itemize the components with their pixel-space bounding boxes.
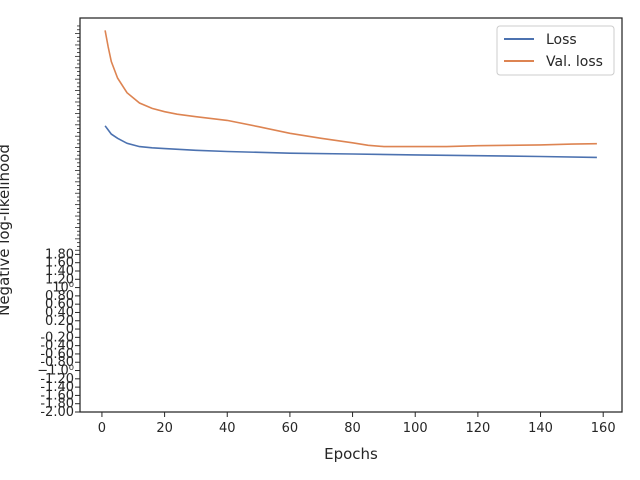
y-tick-label: -0.20 [40, 330, 74, 345]
x-tick-label: 100 [403, 421, 428, 436]
y-tick-label: 10⁰ [52, 281, 74, 296]
y-tick-label: 1.20 [45, 272, 74, 287]
x-axis-ticks: 0 20 40 60 80 100 120 140 160 [98, 412, 616, 436]
y-tick-label: 0.80 [45, 289, 74, 304]
legend-label-val-loss: Val. loss [546, 54, 603, 70]
series-line-loss [104, 125, 597, 159]
x-tick-label: 140 [528, 421, 553, 436]
y-tick-label: 0.40 [45, 305, 74, 320]
plot-area [79, 17, 623, 413]
x-tick-label: 20 [156, 421, 173, 436]
x-tick-label: 60 [282, 421, 299, 436]
y-tick-label: 0.60 [45, 297, 74, 312]
x-tick-label: 160 [591, 421, 616, 436]
y-tick-label: 1.40 [45, 264, 74, 279]
y-tick-label: -0.60 [40, 347, 74, 362]
x-tick-label: 0 [98, 421, 106, 436]
y-tick-label: -1.20 [40, 372, 74, 387]
x-tick-label: 40 [219, 421, 236, 436]
x-tick-label: 80 [344, 421, 361, 436]
legend: Loss Val. loss [496, 25, 615, 76]
y-tick-label: -1.60 [40, 388, 74, 403]
axes-frame [79, 17, 623, 413]
y-axis-ticks: -2.00-1.80-1.60-1.40-1.20−1.0⁰-0.80-0.60… [37, 25, 80, 420]
y-tick-label: -0.40 [40, 339, 74, 354]
y-tick-label: 0.20 [45, 314, 74, 329]
x-tick-label: 120 [465, 421, 490, 436]
x-axis-title: Epochs [324, 445, 378, 463]
legend-label-loss: Loss [546, 32, 577, 48]
y-axis-title: Negative log-likelihood [0, 144, 13, 316]
y-tick-label: -0.80 [40, 355, 74, 370]
y-tick-label: −1.0⁰ [37, 364, 74, 379]
series-layer [104, 30, 597, 159]
y-tick-label: 0 [66, 322, 74, 337]
series-line-val-loss [104, 30, 597, 148]
y-tick-label: -1.80 [40, 397, 74, 412]
y-tick-label: -1.40 [40, 380, 74, 395]
y-tick-label: 1.60 [45, 256, 74, 271]
y-tick-label: 1.80 [45, 247, 74, 262]
y-tick-label: -2.00 [40, 405, 74, 420]
